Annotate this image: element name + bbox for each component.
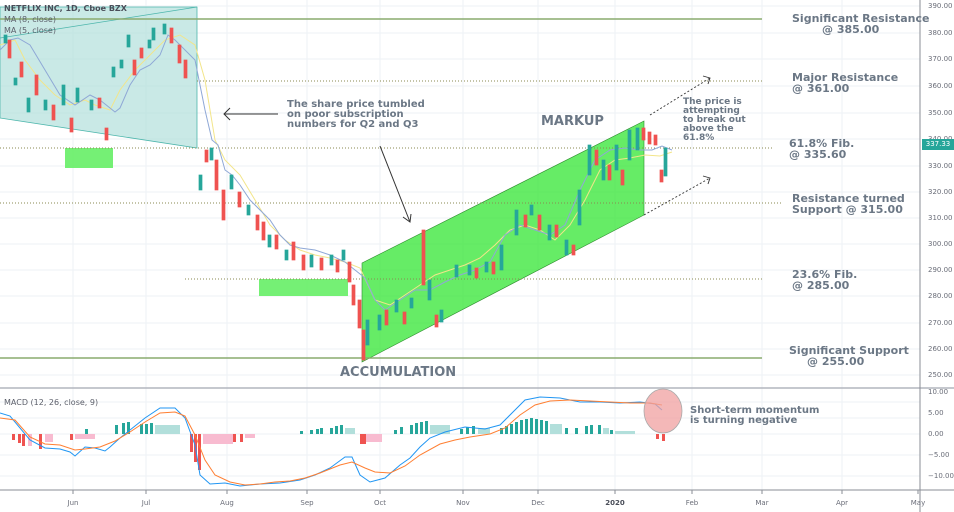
x-tick-apr: Apr [835,499,849,507]
annotation-tumble: The share price tumbled on poor subscrip… [287,99,425,130]
annotation-sig-resistance: Significant Resistance @ 385.00 [792,12,930,36]
symbol-title[interactable]: NETFLIX INC, 1D, Cboe BZX [4,4,127,13]
candles [3,23,668,361]
x-tick-jun: Jun [67,499,79,507]
support-zone-june[interactable] [65,148,113,168]
macd-line [0,396,663,487]
y-tick-250: 250.00 [928,371,953,379]
macd-legend[interactable]: MACD (12, 26, close, 9) [4,398,99,407]
y-tick-300: 300.00 [928,240,953,248]
macd-tick-5: 5.00 [928,409,944,417]
x-tick-2020: 2020 [605,499,625,507]
rising-channel[interactable] [361,120,645,363]
annotation-accumulation: ACCUMULATION [340,365,457,380]
y-tick-290: 290.00 [928,266,953,274]
y-tick-360: 360.00 [928,82,953,90]
annotation-markup: MARKUP [541,114,604,129]
signal-line [0,399,663,486]
macd-tick-neg10: −10.00 [928,472,954,480]
support-zone-sept[interactable] [259,279,348,296]
ma5-legend[interactable]: MA (5, close) [4,26,56,35]
macd-tick-10: 10.00 [928,388,949,396]
macd-tick-neg5: −5.00 [928,451,950,459]
ma5-line [0,34,673,306]
y-tick-390: 390.00 [928,2,953,10]
last-price-tag: 337.33 [922,139,954,150]
x-tick-dec: Dec [531,499,545,507]
y-tick-370: 370.00 [928,55,953,63]
macd-tick-0: 0.00 [928,430,944,438]
wedge-upper-edge [0,6,198,39]
y-tick-320: 320.00 [928,188,953,196]
y-tick-270: 270.00 [928,319,953,327]
annotation-momentum: Short-term momentum is turning negative [690,405,820,426]
annotation-sig-support: Significant Support @ 255.00 [789,344,909,368]
y-tick-260: 260.00 [928,345,953,353]
annotation-breakout: The price is attempting to break out abo… [683,97,746,143]
annotation-res-support: Resistance turned Support @ 315.00 [792,192,905,216]
x-tick-may: May [910,499,926,507]
y-tick-330: 330.00 [928,162,953,170]
x-tick-nov: Nov [456,499,470,507]
x-tick-sep: Sep [300,499,314,507]
x-tick-oct: Oct [373,499,387,507]
ma8-legend[interactable]: MA (8, close) [4,15,56,24]
x-tick-feb: Feb [685,499,699,507]
momentum-circle[interactable] [643,388,683,434]
annotation-fib618: 61.8% Fib. @ 335.60 [789,137,855,161]
x-tick-jul: Jul [141,499,151,507]
projection-arrows [643,75,711,216]
y-tick-380: 380.00 [928,29,953,37]
x-tick-aug: Aug [220,499,234,507]
y-tick-350: 350.00 [928,109,953,117]
ma8-line [0,34,673,311]
annotation-major-resistance: Major Resistance @ 361.00 [792,71,899,95]
annotation-arrows [223,107,412,223]
x-ticks [72,490,919,494]
x-tick-mar: Mar [755,499,769,507]
annotation-fib236: 23.6% Fib. @ 285.00 [792,268,858,292]
y-tick-310: 310.00 [928,214,953,222]
y-tick-280: 280.00 [928,292,953,300]
